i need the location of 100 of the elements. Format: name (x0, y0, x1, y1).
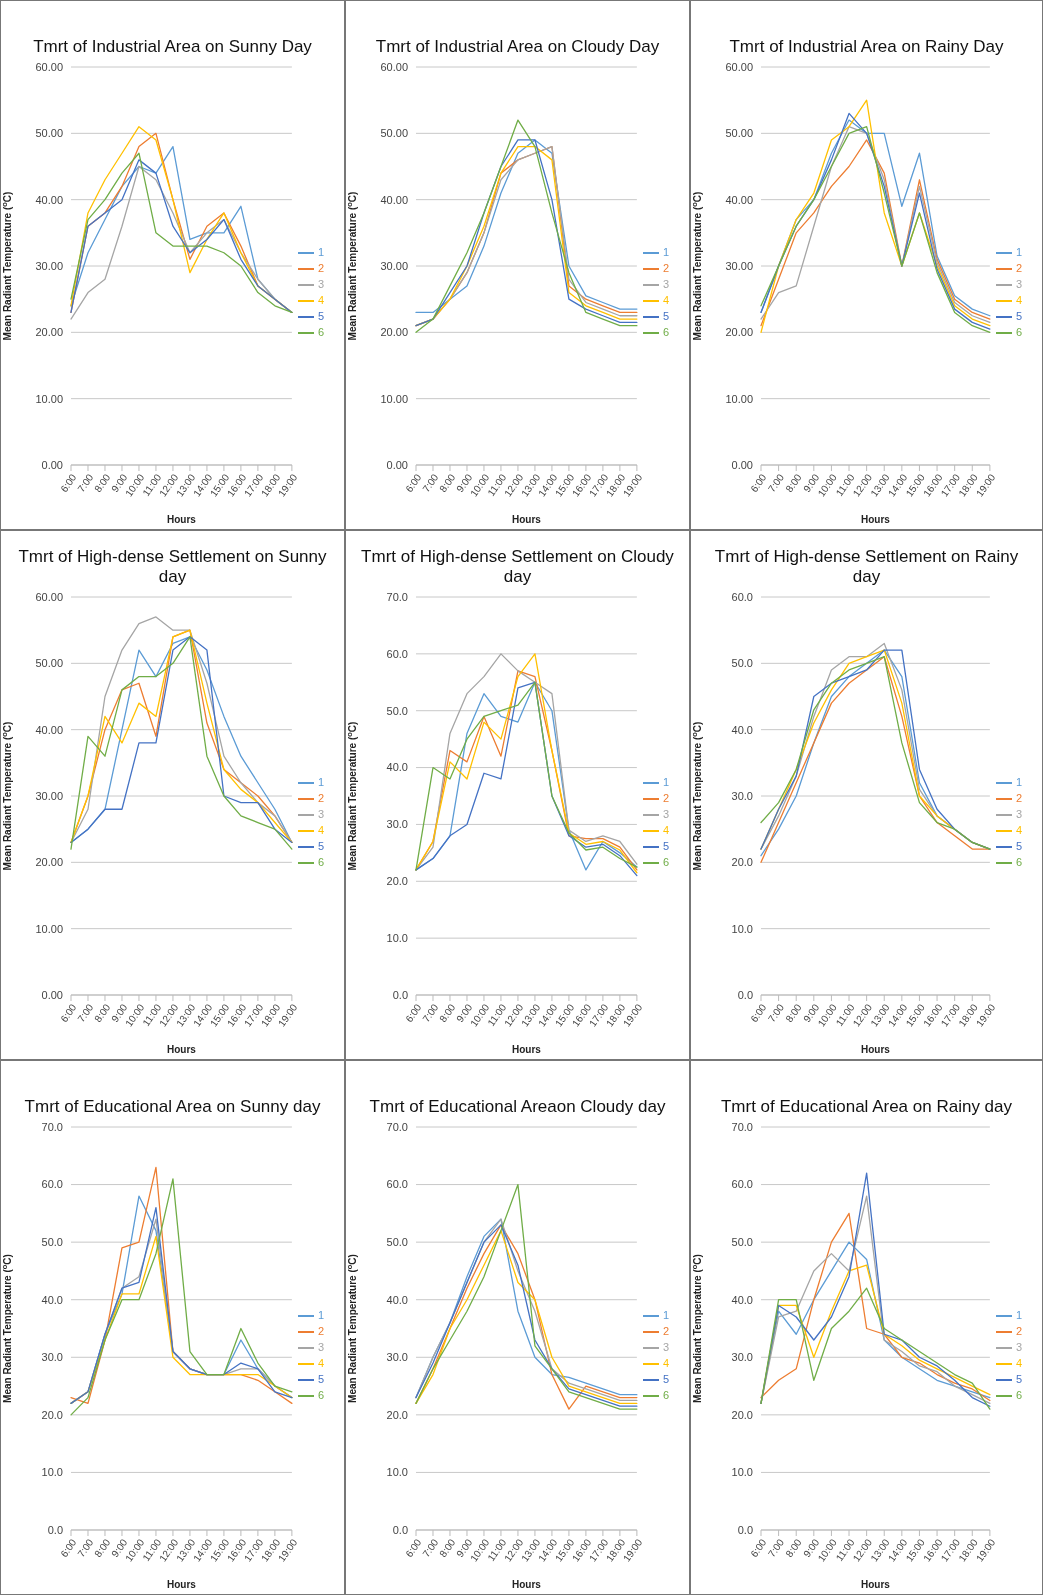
legend-label: 4 (1015, 293, 1022, 306)
legend-label: 4 (317, 293, 324, 306)
legend-label: 6 (317, 855, 324, 868)
legend-label: 2 (317, 1324, 324, 1337)
y-tick-label: 60.0 (386, 647, 408, 660)
legend-label: 4 (662, 823, 669, 836)
legend-label: 1 (317, 1308, 324, 1321)
y-tick-label: 10.00 (35, 392, 63, 405)
y-tick-label: 50.0 (386, 704, 408, 717)
y-tick-label: 40.0 (731, 723, 753, 736)
y-tick-label: 60.00 (35, 590, 63, 603)
y-tick-label: 40.0 (386, 761, 408, 774)
y-tick-label: 20.00 (725, 326, 753, 339)
legend-label: 3 (317, 1340, 324, 1353)
legend-label: 3 (662, 1340, 669, 1353)
y-tick-label: 60.0 (41, 1178, 63, 1191)
legend-label: 5 (662, 1372, 669, 1385)
legend-label: 1 (1015, 1308, 1022, 1321)
y-tick-label: 0.0 (47, 1523, 63, 1536)
y-tick-label: 0.00 (731, 458, 753, 471)
chart-title: Tmrt of High-dense Settlement on Rainy day (713, 546, 1020, 587)
y-tick-label: 0.0 (392, 1523, 408, 1536)
y-tick-label: 10.0 (731, 1466, 753, 1479)
legend-label: 3 (1015, 1340, 1022, 1353)
y-tick-label: 0.00 (41, 988, 63, 1001)
y-tick-label: 30.0 (41, 1351, 63, 1364)
x-axis-title: Hours (166, 1579, 197, 1590)
y-tick-label: 60.00 (725, 60, 753, 73)
y-tick-label: 40.0 (731, 1293, 753, 1306)
chart-title: Tmrt of Educational Areaon Cloudy day (368, 1096, 667, 1117)
legend-label: 1 (317, 245, 324, 258)
legend-label: 2 (662, 791, 669, 804)
y-tick-label: 0.00 (386, 458, 408, 471)
y-tick-label: 30.00 (35, 259, 63, 272)
legend-label: 3 (1015, 807, 1022, 820)
y-tick-label: 50.0 (731, 657, 753, 670)
legend-label: 6 (317, 325, 324, 338)
y-tick-label: 30.0 (386, 1351, 408, 1364)
y-tick-label: 30.0 (731, 789, 753, 802)
y-tick-label: 10.0 (386, 932, 408, 945)
legend-label: 4 (317, 1356, 324, 1369)
y-tick-label: 10.0 (386, 1466, 408, 1479)
chart-title: Tmrt of Industrial Area on Sunny Day (32, 36, 313, 57)
legend-label: 1 (662, 1308, 669, 1321)
y-tick-label: 40.00 (35, 723, 63, 736)
x-axis-title: Hours (511, 514, 542, 525)
y-tick-label: 60.0 (731, 1178, 753, 1191)
y-tick-label: 0.0 (392, 988, 408, 1001)
y-tick-label: 20.00 (380, 326, 408, 339)
y-tick-label: 30.00 (380, 259, 408, 272)
chart-title: Tmrt of Educational Area on Rainy day (719, 1096, 1013, 1117)
y-tick-label: 60.0 (386, 1178, 408, 1191)
y-tick-label: 70.0 (731, 1120, 753, 1133)
legend-label: 2 (662, 1324, 669, 1337)
y-tick-label: 10.00 (35, 922, 63, 935)
y-tick-label: 20.0 (731, 856, 753, 869)
y-tick-label: 40.0 (41, 1293, 63, 1306)
legend-label: 5 (317, 1372, 324, 1385)
legend-label: 5 (1015, 839, 1022, 852)
legend-label: 1 (662, 245, 669, 258)
legend-label: 4 (317, 823, 324, 836)
legend-label: 1 (317, 775, 324, 788)
chart-title: Tmrt of High-dense Settlement on Cloudy day (360, 546, 675, 587)
y-tick-label: 40.00 (35, 193, 63, 206)
chart-title: Tmrt of High-dense Settlement on Sunny day (17, 546, 328, 587)
x-axis-title: Hours (166, 514, 197, 525)
legend-label: 2 (1015, 261, 1022, 274)
x-axis-title: Hours (860, 1044, 891, 1055)
y-tick-label: 20.00 (35, 326, 63, 339)
y-tick-label: 10.00 (380, 392, 408, 405)
legend-label: 1 (662, 775, 669, 788)
y-tick-label: 30.00 (725, 259, 753, 272)
legend-label: 6 (1015, 1388, 1022, 1401)
y-tick-label: 40.00 (380, 193, 408, 206)
legend-label: 6 (662, 325, 669, 338)
legend-label: 1 (1015, 245, 1022, 258)
legend-label: 2 (1015, 791, 1022, 804)
y-tick-label: 50.00 (725, 127, 753, 140)
legend-label: 6 (1015, 855, 1022, 868)
x-axis-title: Hours (860, 514, 891, 525)
legend-label: 1 (1015, 775, 1022, 788)
legend-label: 5 (317, 839, 324, 852)
legend-label: 3 (1015, 277, 1022, 290)
chart-title: Tmrt of Industrial Area on Rainy Day (728, 36, 1005, 57)
legend-label: 5 (1015, 309, 1022, 322)
legend-label: 3 (317, 277, 324, 290)
y-tick-label: 30.0 (731, 1351, 753, 1364)
y-tick-label: 0.00 (41, 458, 63, 471)
y-tick-label: 20.00 (35, 856, 63, 869)
y-tick-label: 60.00 (380, 60, 408, 73)
legend-label: 5 (662, 309, 669, 322)
y-tick-label: 20.0 (731, 1408, 753, 1421)
legend-label: 4 (662, 293, 669, 306)
legend-label: 2 (1015, 1324, 1022, 1337)
x-axis-title: Hours (511, 1579, 542, 1590)
y-tick-label: 20.0 (386, 875, 408, 888)
y-tick-label: 40.0 (386, 1293, 408, 1306)
y-tick-label: 70.0 (41, 1120, 63, 1133)
legend-label: 3 (317, 807, 324, 820)
y-tick-label: 10.0 (41, 1466, 63, 1479)
